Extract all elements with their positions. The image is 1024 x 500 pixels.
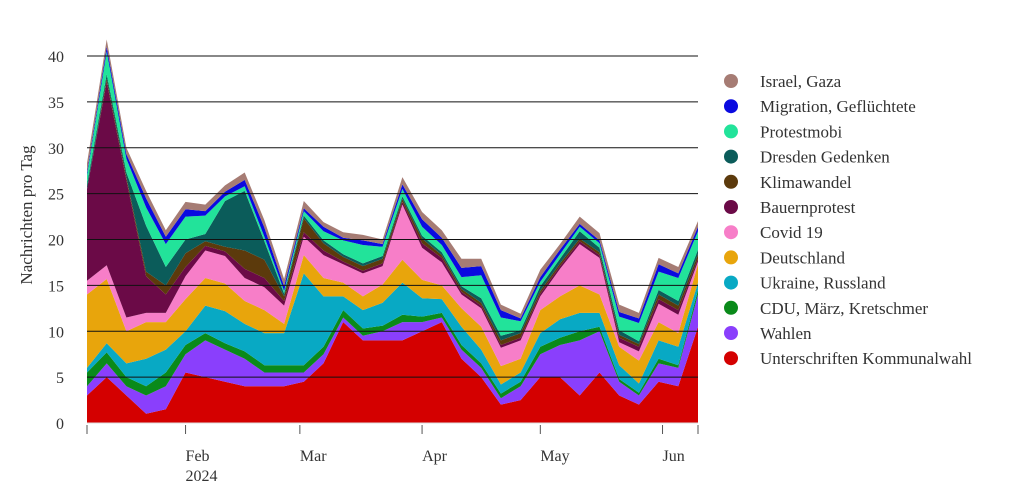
legend-item: Covid 19: [724, 223, 823, 242]
legend-label: Dresden Gedenken: [760, 148, 890, 167]
legend-item: Israel, Gaza: [724, 72, 842, 91]
area-wahlen: [87, 294, 698, 414]
legend-item: Unterschriften Kommunalwahl: [724, 349, 972, 368]
legend-label: Covid 19: [760, 223, 823, 242]
x-tick-sublabel: 2024: [186, 468, 218, 485]
legend-label: Protestmobi: [760, 122, 842, 141]
x-tick-label: Feb: [186, 448, 210, 465]
y-tick-label: 10: [48, 324, 64, 341]
legend-label: Israel, Gaza: [760, 72, 842, 91]
y-tick-label: 5: [56, 370, 64, 387]
legend-label: Ukraine, Russland: [760, 274, 886, 293]
area-ukraine-russland: [87, 273, 698, 394]
x-axis: Feb 2024 Mar Apr May Jun: [86, 425, 699, 485]
legend-label: CDU, März, Kretschmer: [760, 299, 928, 318]
y-tick-label: 35: [48, 95, 64, 112]
legend-swatch: [724, 300, 738, 315]
legend-item: Dresden Gedenken: [724, 148, 890, 167]
x-tick-label: May: [540, 448, 569, 465]
y-tick-label: 20: [48, 233, 64, 250]
legend-swatch: [724, 326, 738, 340]
gridlines: [87, 55, 698, 424]
legend-swatch: [724, 149, 738, 164]
legend-swatch: [724, 351, 738, 366]
area-deutschland: [87, 255, 698, 385]
legend-item: CDU, März, Kretschmer: [724, 299, 928, 318]
legend-item: Bauernprotest: [724, 198, 856, 217]
y-tick-label: 40: [48, 49, 64, 66]
x-tick-label: Mar: [300, 448, 327, 465]
y-tick-label: 30: [48, 141, 64, 158]
area-cdu-märz-kretschmer: [87, 290, 698, 399]
legend-item: Klimawandel: [724, 173, 852, 192]
area-unterschriften-kommunalwahl: [87, 322, 698, 423]
area-layers: [87, 39, 698, 423]
legend-swatch: [724, 275, 738, 290]
legend-label: Bauernprotest: [760, 198, 856, 217]
legend-label: Deutschland: [760, 248, 845, 267]
y-tick-label: 15: [48, 278, 64, 295]
y-tick-label: 0: [56, 416, 64, 433]
legend-swatch: [724, 124, 738, 139]
x-tick-label: Jun: [663, 448, 685, 465]
y-axis-label: Nachrichten pro Tag: [17, 145, 36, 285]
legend-swatch: [724, 250, 738, 265]
y-tick-label: 25: [48, 187, 64, 204]
legend-swatch: [724, 99, 738, 114]
legend-label: Migration, Geflüchtete: [760, 97, 916, 116]
legend-label: Unterschriften Kommunalwahl: [760, 349, 972, 368]
legend-swatch: [724, 200, 738, 214]
legend-item: Protestmobi: [724, 122, 842, 141]
legend-item: Ukraine, Russland: [724, 274, 886, 293]
legend-swatch: [724, 225, 738, 240]
legend-label: Wahlen: [760, 324, 812, 343]
legend-item: Deutschland: [724, 248, 845, 267]
legend-swatch: [724, 174, 738, 189]
legend-label: Klimawandel: [760, 173, 852, 192]
legend-swatch: [724, 74, 738, 88]
legend: Israel, Gaza Migration, Geflüchtete Protes…: [724, 72, 972, 368]
y-axis: 0 5 10 15 20 25 30 35 40: [48, 49, 64, 433]
x-tick-label: Apr: [422, 448, 448, 465]
legend-item: Migration, Geflüchtete: [724, 97, 916, 116]
legend-item: Wahlen: [724, 324, 812, 343]
